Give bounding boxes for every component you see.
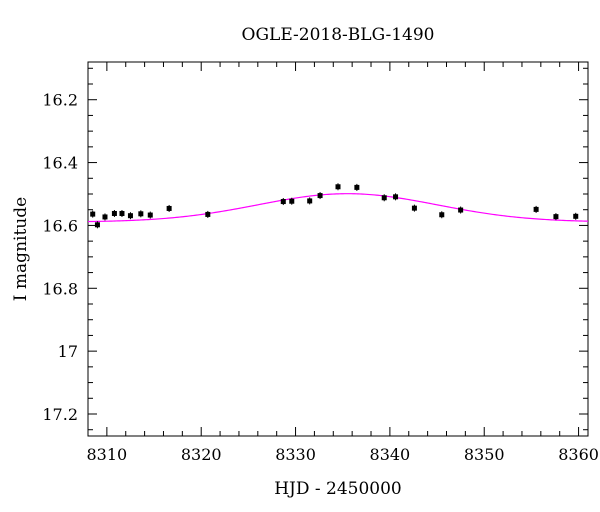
data-point xyxy=(335,184,341,190)
data-point xyxy=(573,213,579,219)
x-tick-labels: 8310 8320 8330 8340 8350 8360 xyxy=(87,445,599,464)
data-point xyxy=(280,199,286,205)
data-point xyxy=(411,205,417,211)
model-curve xyxy=(87,193,589,223)
data-point xyxy=(354,184,360,190)
y-tick-label: 16.6 xyxy=(42,216,78,235)
axis-ticks xyxy=(87,62,588,436)
data-point xyxy=(166,205,172,211)
chart-title: OGLE-2018-BLG-1490 xyxy=(242,25,435,45)
data-point xyxy=(102,214,108,220)
data-point xyxy=(205,211,211,217)
x-tick-label: 8350 xyxy=(464,445,505,464)
data-point xyxy=(94,222,100,228)
data-point xyxy=(119,210,125,216)
y-tick-label: 16.8 xyxy=(42,279,78,298)
data-point xyxy=(317,193,323,199)
x-tick-label: 8330 xyxy=(275,445,316,464)
y-tick-labels: 16.2 16.4 16.6 16.8 17 17.2 xyxy=(42,91,78,424)
x-axis-label: HJD - 2450000 xyxy=(274,479,402,499)
y-tick-label: 17 xyxy=(58,342,78,361)
data-point xyxy=(127,213,133,219)
data-point xyxy=(439,212,445,218)
data-point xyxy=(90,211,96,217)
data-point xyxy=(533,206,539,212)
data-point xyxy=(307,198,313,204)
data-point xyxy=(147,212,153,218)
y-tick-label: 16.2 xyxy=(42,91,78,110)
x-tick-label: 8360 xyxy=(558,445,599,464)
data-point xyxy=(138,211,144,217)
y-tick-label: 17.2 xyxy=(42,405,78,424)
x-tick-label: 8320 xyxy=(181,445,222,464)
data-point xyxy=(458,207,464,213)
data-point xyxy=(111,210,117,216)
y-tick-label: 16.4 xyxy=(42,154,78,173)
plot-frame xyxy=(87,61,589,437)
data-points xyxy=(90,183,579,229)
data-point xyxy=(553,214,559,220)
data-point xyxy=(393,194,399,200)
y-axis-label: I magnitude xyxy=(11,197,31,301)
data-point xyxy=(381,195,387,201)
x-tick-label: 8340 xyxy=(370,445,411,464)
x-tick-label: 8310 xyxy=(87,445,128,464)
data-point xyxy=(289,198,295,204)
